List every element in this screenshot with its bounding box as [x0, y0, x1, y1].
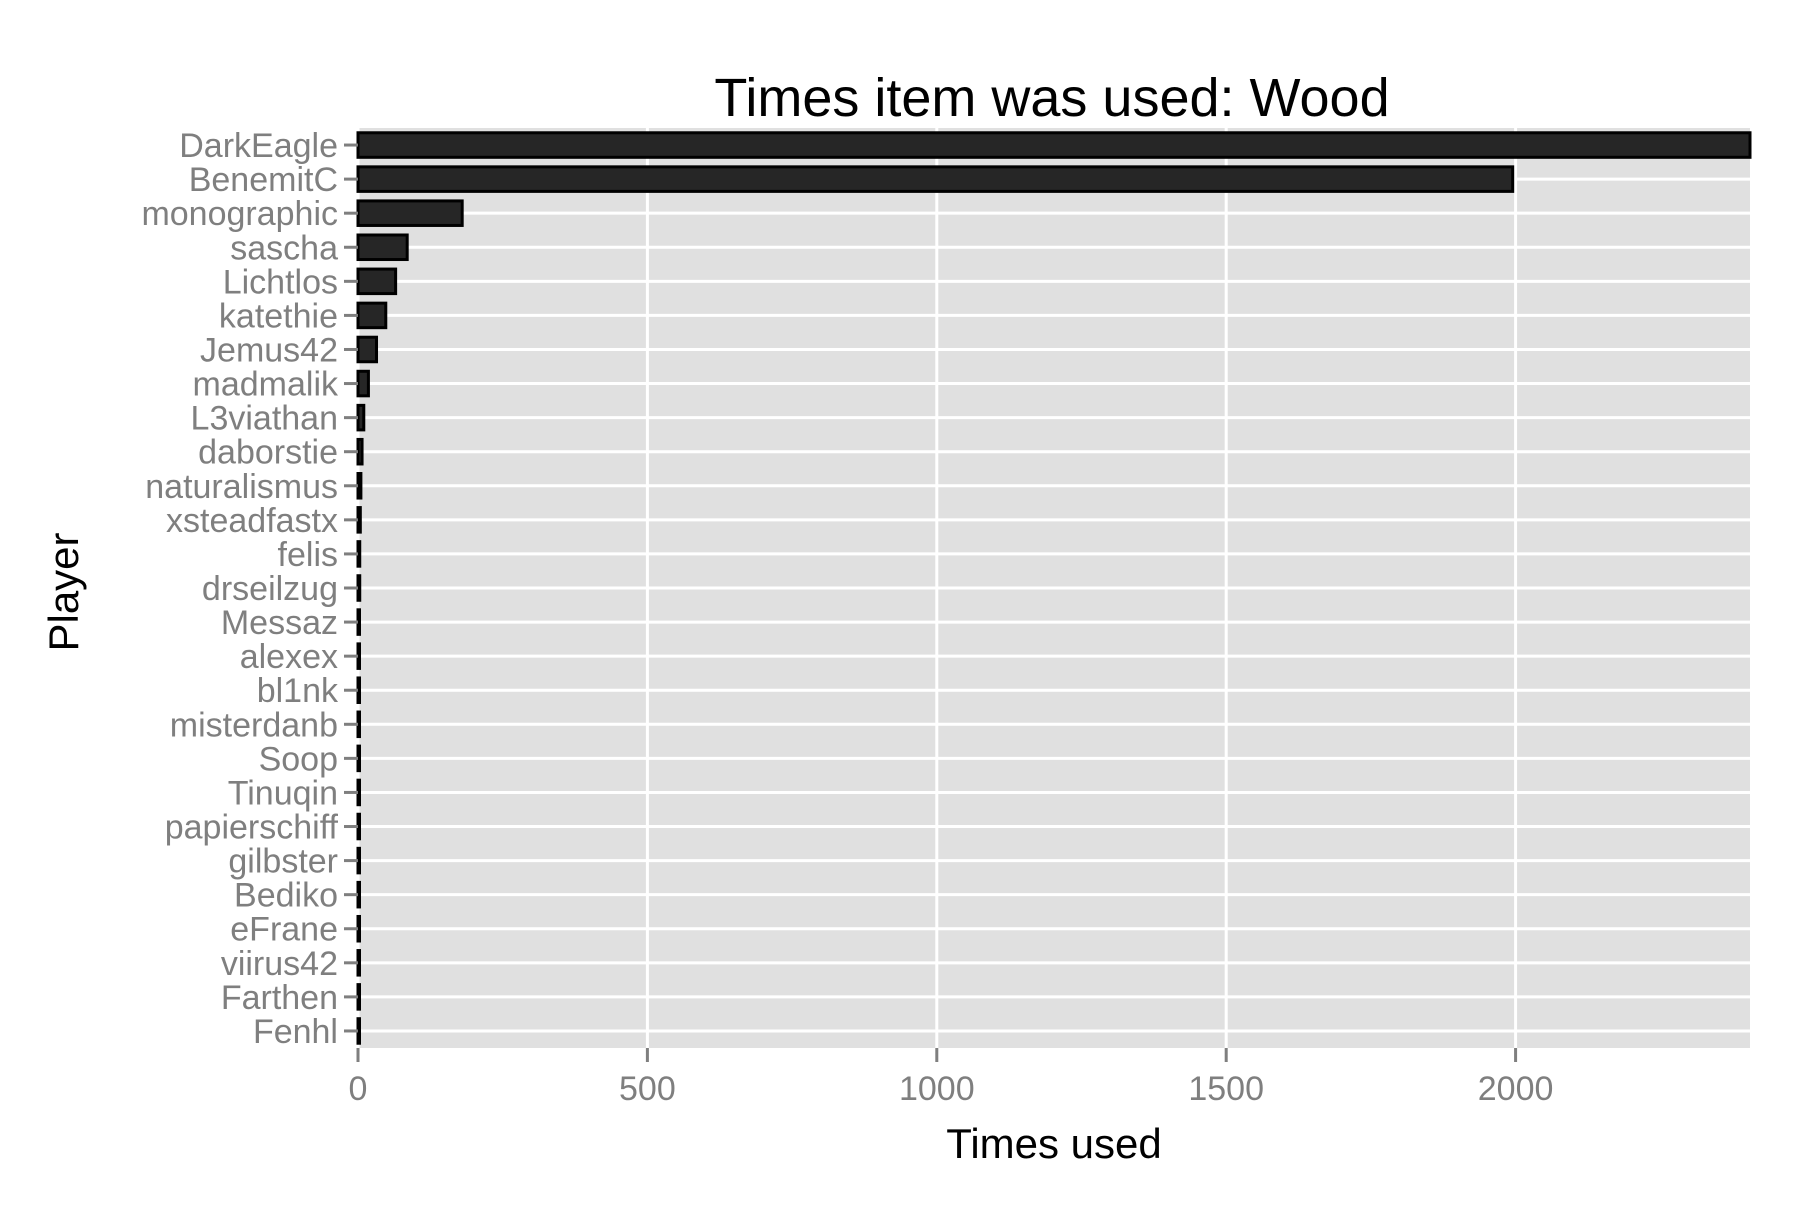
y-tick-label: Jemus42: [200, 331, 338, 369]
y-tick-label: misterdanb: [170, 706, 338, 744]
bar-eFrane: [356, 914, 361, 943]
bar-sascha: [356, 233, 409, 262]
bar-misterdanb: [356, 710, 361, 739]
bar-Fenhl: [356, 1017, 361, 1045]
bar-felis: [356, 540, 362, 568]
x-axis: 0 500 1000 1500 2000: [349, 1048, 1554, 1108]
bar-alexex: [356, 642, 361, 670]
bar-Lichtlos: [356, 267, 398, 296]
y-tick-label: BenemitC: [189, 161, 338, 199]
bar-viirus42: [356, 949, 361, 977]
bar-gilbster: [356, 846, 361, 875]
y-tick-label: alexex: [240, 638, 338, 676]
y-tick-label: felis: [278, 536, 338, 574]
bar-bl1nk: [356, 676, 361, 704]
y-tick-label: Messaz: [221, 604, 338, 642]
chart-title: Times item was used: Wood: [714, 68, 1389, 128]
y-tick-label: Lichtlos: [223, 263, 338, 301]
bar-L3viathan: [356, 403, 366, 432]
y-tick-label: Soop: [259, 740, 338, 778]
bar-monographic: [356, 199, 464, 227]
bar-daborstie: [356, 437, 364, 466]
bar-katethie: [356, 301, 388, 330]
bar-Jemus42: [356, 335, 379, 364]
y-tick-label: eFrane: [230, 911, 338, 949]
x-tick-label: 2000: [1478, 1070, 1554, 1108]
bar-madmalik: [356, 369, 370, 398]
x-tick-label: 1000: [899, 1070, 975, 1108]
y-axis: DarkEagleBenemitCmonographicsaschaLichtl…: [141, 127, 358, 1051]
bar-xsteadfastx: [356, 506, 362, 534]
x-tick-label: 500: [619, 1070, 676, 1108]
y-tick-label: L3viathan: [191, 400, 338, 438]
y-tick-label: xsteadfastx: [166, 502, 338, 540]
grid-lines: [356, 128, 1750, 1048]
y-tick-label: bl1nk: [257, 672, 339, 710]
y-tick-label: madmalik: [193, 366, 339, 404]
bar-Tinuqin: [356, 778, 361, 807]
y-tick-label: Fenhl: [253, 1013, 338, 1051]
bar-Soop: [356, 744, 361, 773]
bars: [356, 131, 1752, 1045]
x-tick-label: 1500: [1188, 1070, 1264, 1108]
y-tick-label: sascha: [230, 229, 338, 267]
bar-papierschiff: [356, 812, 361, 841]
y-tick-label: papierschiff: [165, 809, 339, 847]
x-tick-label: 0: [349, 1070, 368, 1108]
y-tick-label: gilbster: [228, 843, 338, 881]
y-tick-label: DarkEagle: [179, 127, 338, 165]
bar-Bediko: [356, 880, 361, 909]
y-tick-label: monographic: [141, 195, 338, 233]
bar-drseilzug: [356, 574, 362, 602]
y-tick-label: Tinuqin: [228, 774, 338, 812]
y-tick-label: viirus42: [221, 945, 338, 983]
y-tick-label: drseilzug: [202, 570, 338, 608]
bar-naturalismus: [356, 472, 363, 500]
bar-BenemitC: [356, 165, 1515, 193]
bar-DarkEagle: [356, 131, 1752, 159]
x-axis-title: Times used: [946, 1120, 1162, 1167]
bar-Farthen: [356, 983, 361, 1011]
y-axis-title: Player: [40, 532, 87, 651]
y-tick-label: katethie: [219, 297, 338, 335]
y-tick-label: Bediko: [234, 877, 338, 915]
bar-Messaz: [356, 608, 361, 636]
y-tick-label: Farthen: [221, 979, 338, 1017]
y-tick-label: naturalismus: [145, 468, 338, 506]
y-tick-label: daborstie: [198, 434, 338, 472]
